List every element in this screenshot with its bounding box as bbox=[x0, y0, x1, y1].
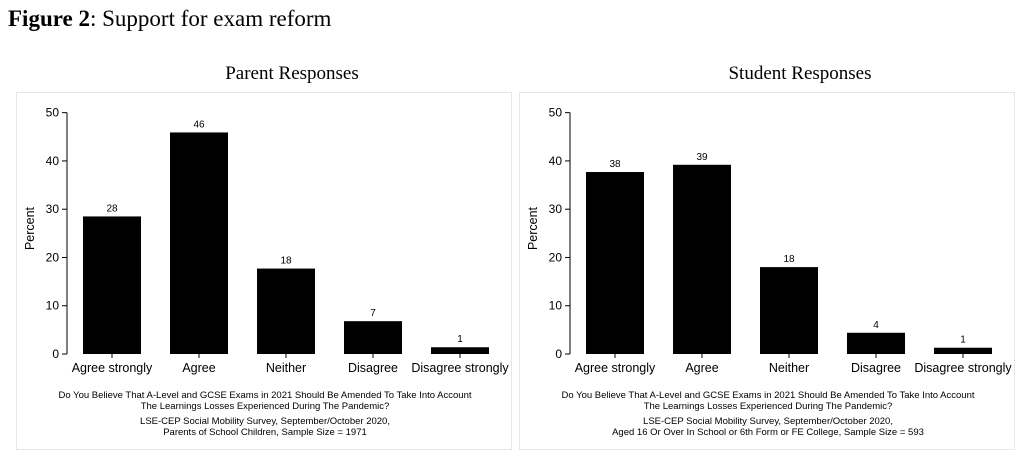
student-bar-chart: 0 10 20 30 40 50 Percent 38 Agree strongly 39 Agre… bbox=[526, 106, 1012, 375]
parent-bar-3 bbox=[344, 321, 402, 354]
parent-question-line-1: Do You Believe That A-Level and GCSE Exa… bbox=[58, 390, 472, 401]
student-data-label-3: 4 bbox=[873, 320, 879, 331]
student-data-label-0: 38 bbox=[609, 159, 621, 170]
student-y-tick-label-20: 20 bbox=[549, 250, 563, 264]
parent-data-label-4: 1 bbox=[457, 334, 463, 345]
student-data-label-4: 1 bbox=[960, 335, 966, 346]
student-bar-2 bbox=[760, 267, 818, 354]
parent-y-axis-label: Percent bbox=[23, 206, 37, 250]
student-y-tick-label-40: 40 bbox=[549, 154, 563, 168]
student-data-label-2: 18 bbox=[783, 254, 795, 265]
student-y-axis-label: Percent bbox=[526, 206, 540, 250]
figure-title-text: : Support for exam reform bbox=[89, 6, 332, 31]
student-bar-0 bbox=[586, 172, 644, 354]
parent-chart-title: Parent Responses bbox=[225, 63, 359, 84]
parent-y-tick-label-20: 20 bbox=[46, 250, 60, 264]
parent-data-label-2: 18 bbox=[280, 256, 292, 267]
parent-x-tick-label-1: Agree bbox=[182, 361, 215, 375]
student-x-tick-label-1: Agree bbox=[685, 361, 718, 375]
parent-chart-panel: 0 10 20 30 40 50 Percent 28 Agree strongly 46 Agre… bbox=[16, 92, 512, 450]
parent-question-line-2: The Learnings Losses Experienced During … bbox=[140, 401, 390, 412]
parent-bar-chart: 0 10 20 30 40 50 Percent 28 Agree strongly 46 Agre… bbox=[23, 106, 509, 375]
parent-y-tick-label-0: 0 bbox=[52, 347, 59, 361]
parent-bar-4 bbox=[431, 347, 489, 354]
student-chart-title: Student Responses bbox=[728, 63, 872, 84]
student-bar-4 bbox=[934, 347, 992, 354]
student-data-label-1: 39 bbox=[696, 152, 708, 163]
student-y-tick-label-50: 50 bbox=[549, 106, 563, 120]
parent-data-label-0: 28 bbox=[106, 203, 118, 214]
parent-data-label-3: 7 bbox=[370, 308, 376, 319]
parent-x-tick-label-3: Disagree bbox=[348, 361, 398, 375]
student-x-tick-label-4: Disagree strongly bbox=[914, 361, 1012, 375]
parent-source-line-2: Parents of School Children, Sample Size … bbox=[163, 427, 367, 438]
student-y-tick-label-30: 30 bbox=[549, 202, 563, 216]
student-bar-3 bbox=[847, 332, 905, 354]
figure-label: Figure 2 bbox=[8, 6, 90, 31]
parent-x-tick-label-2: Neither bbox=[266, 361, 306, 375]
student-question-line-1: Do You Believe That A-Level and GCSE Exa… bbox=[561, 390, 975, 401]
student-x-tick-label-3: Disagree bbox=[851, 361, 901, 375]
student-y-tick-label-10: 10 bbox=[549, 299, 563, 313]
parent-bar-1 bbox=[170, 132, 228, 354]
figure-title: Figure 2: Support for exam reform bbox=[8, 6, 331, 32]
parent-source-line-1: LSE-CEP Social Mobility Survey, Septembe… bbox=[140, 416, 390, 427]
student-y-tick-label-0: 0 bbox=[555, 347, 562, 361]
student-x-tick-label-0: Agree strongly bbox=[575, 361, 656, 375]
student-x-tick-label-2: Neither bbox=[769, 361, 809, 375]
parent-bar-0 bbox=[83, 216, 141, 354]
parent-y-tick-label-10: 10 bbox=[46, 299, 60, 313]
parent-x-tick-label-0: Agree strongly bbox=[72, 361, 153, 375]
parent-bar-2 bbox=[257, 268, 315, 354]
student-source-line-2: Aged 16 Or Over In School or 6th Form or… bbox=[612, 427, 924, 438]
parent-y-tick-label-50: 50 bbox=[46, 106, 60, 120]
student-bar-1 bbox=[673, 164, 731, 354]
student-chart-panel: 0 10 20 30 40 50 Percent 38 Agree strongly 39 Agre… bbox=[519, 92, 1015, 450]
parent-y-tick-label-40: 40 bbox=[46, 154, 60, 168]
student-source-line-1: LSE-CEP Social Mobility Survey, Septembe… bbox=[643, 416, 893, 427]
parent-x-tick-label-4: Disagree strongly bbox=[411, 361, 509, 375]
student-question-line-2: The Learnings Losses Experienced During … bbox=[643, 401, 893, 412]
parent-y-tick-label-30: 30 bbox=[46, 202, 60, 216]
parent-data-label-1: 46 bbox=[193, 119, 205, 130]
